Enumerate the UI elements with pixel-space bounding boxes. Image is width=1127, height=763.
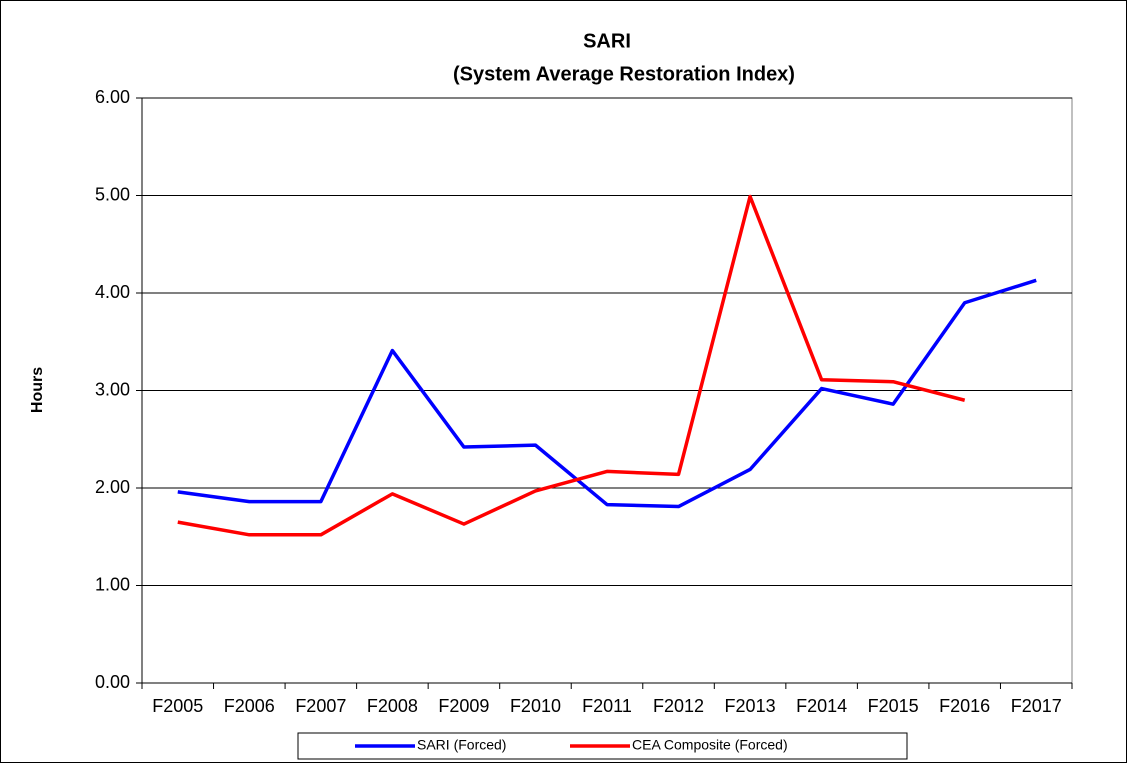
x-tick-label: F2006 [224, 696, 275, 716]
y-tick-label: 4.00 [95, 282, 130, 302]
y-tick-label: 3.00 [95, 379, 130, 399]
y-axis-label: Hours [29, 367, 46, 413]
x-tick-label: F2017 [1011, 696, 1062, 716]
y-tick-label: 2.00 [95, 477, 130, 497]
x-tick-label: F2008 [367, 696, 418, 716]
x-tick-label: F2005 [152, 696, 203, 716]
y-tick-label: 1.00 [95, 574, 130, 594]
x-tick-label: F2013 [725, 696, 776, 716]
x-tick-label: F2014 [796, 696, 847, 716]
y-tick-label: 5.00 [95, 184, 130, 204]
y-tick-label: 6.00 [95, 87, 130, 107]
x-tick-label: F2007 [295, 696, 346, 716]
chart-subtitle: (System Average Restoration Index) [453, 63, 795, 85]
x-tick-label: F2012 [653, 696, 704, 716]
x-tick-label: F2011 [582, 696, 632, 716]
series-line [177, 278, 1037, 509]
legend-label: SARI (Forced) [417, 737, 506, 753]
chart-title: SARI [583, 30, 631, 52]
y-tick-label: 0.00 [95, 672, 130, 692]
x-tick-label: F2015 [868, 696, 919, 716]
series-line [177, 194, 966, 537]
x-tick-label: F2010 [510, 696, 561, 716]
legend-label: CEA Composite (Forced) [632, 737, 788, 753]
x-tick-label: F2016 [939, 696, 990, 716]
x-tick-label: F2009 [438, 696, 489, 716]
